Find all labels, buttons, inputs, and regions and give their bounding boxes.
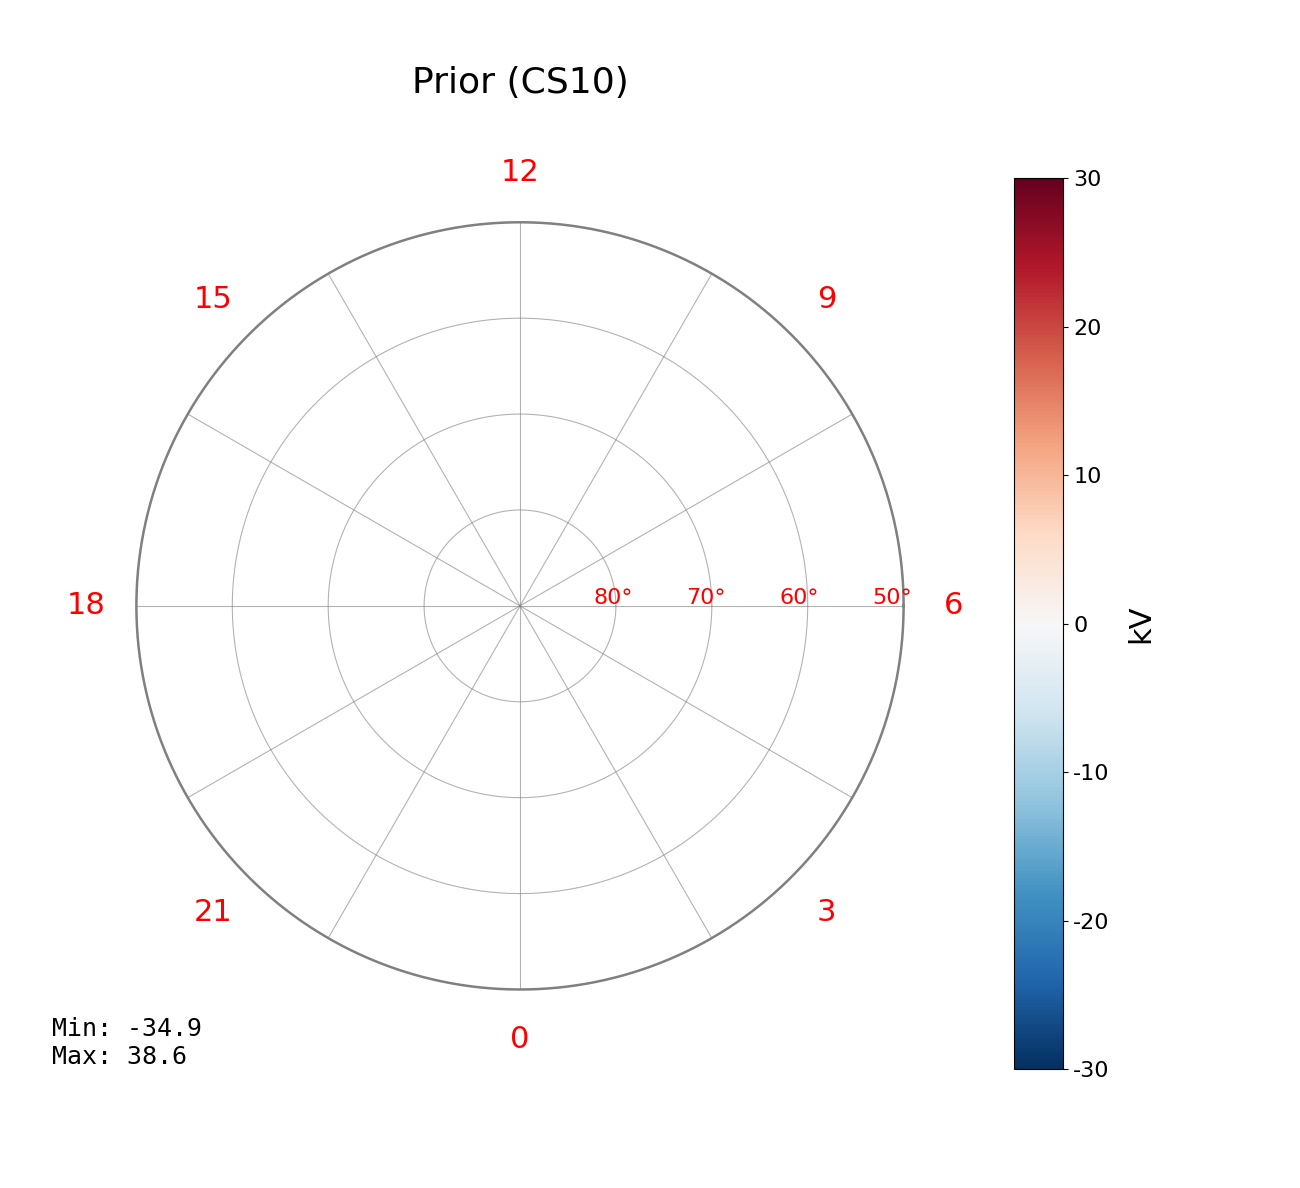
- Point: [510, 596, 530, 615]
- Point: [510, 596, 530, 615]
- Point: [510, 596, 530, 615]
- Text: 15: 15: [194, 285, 233, 314]
- Point: [510, 596, 530, 615]
- Point: [510, 596, 530, 615]
- Point: [510, 596, 530, 615]
- Point: [510, 596, 530, 615]
- Point: [510, 596, 530, 615]
- Point: [510, 596, 530, 615]
- Text: 9: 9: [816, 285, 836, 314]
- Text: 6: 6: [944, 592, 963, 620]
- Point: [510, 596, 530, 615]
- Point: [510, 596, 530, 615]
- Point: [510, 596, 530, 615]
- Text: 12: 12: [500, 158, 540, 187]
- Point: [510, 596, 530, 615]
- Point: [510, 596, 530, 615]
- Point: [510, 596, 530, 615]
- Point: [510, 596, 530, 615]
- Point: [510, 596, 530, 615]
- Point: [510, 596, 530, 615]
- Point: [510, 596, 530, 615]
- Text: 80°: 80°: [593, 588, 633, 608]
- Text: 70°: 70°: [686, 588, 725, 608]
- Point: [510, 596, 530, 615]
- Point: [510, 596, 530, 615]
- Point: [510, 596, 530, 615]
- Point: [510, 596, 530, 615]
- Point: [510, 596, 530, 615]
- Point: [510, 596, 530, 615]
- Point: [510, 596, 530, 615]
- Point: [510, 596, 530, 615]
- Point: [510, 596, 530, 615]
- Point: [510, 596, 530, 615]
- Text: 50°: 50°: [872, 588, 911, 608]
- Point: [510, 596, 530, 615]
- Point: [510, 596, 530, 615]
- Text: 18: 18: [68, 592, 107, 620]
- Point: [510, 596, 530, 615]
- Point: [510, 596, 530, 615]
- Point: [510, 596, 530, 615]
- Point: [510, 596, 530, 615]
- Point: [510, 596, 530, 615]
- Point: [510, 596, 530, 615]
- Point: [510, 596, 530, 615]
- Point: [510, 596, 530, 615]
- Title: Prior (CS10): Prior (CS10): [412, 67, 628, 100]
- Point: [510, 596, 530, 615]
- Polygon shape: [52, 138, 988, 1074]
- Point: [510, 596, 530, 615]
- Point: [510, 596, 530, 615]
- FancyBboxPatch shape: [52, 138, 988, 1074]
- Point: [510, 596, 530, 615]
- Point: [510, 596, 530, 615]
- Point: [510, 596, 530, 615]
- Text: 0: 0: [511, 1025, 529, 1054]
- Point: [510, 596, 530, 615]
- Text: 3: 3: [816, 898, 836, 927]
- Point: [510, 596, 530, 615]
- Point: [510, 596, 530, 615]
- Point: [510, 596, 530, 615]
- Point: [510, 596, 530, 615]
- Point: [510, 596, 530, 615]
- Point: [510, 596, 530, 615]
- Point: [510, 596, 530, 615]
- Point: [510, 596, 530, 615]
- Text: Min: -34.9
Max: 38.6: Min: -34.9 Max: 38.6: [52, 1017, 202, 1069]
- Point: [510, 596, 530, 615]
- Point: [510, 596, 530, 615]
- Text: 21: 21: [194, 898, 233, 927]
- Point: [510, 596, 530, 615]
- Point: [510, 596, 530, 615]
- Point: [510, 596, 530, 615]
- Point: [510, 596, 530, 615]
- Y-axis label: kV: kV: [1126, 605, 1156, 643]
- Point: [510, 596, 530, 615]
- Text: 60°: 60°: [779, 588, 819, 608]
- Point: [510, 596, 530, 615]
